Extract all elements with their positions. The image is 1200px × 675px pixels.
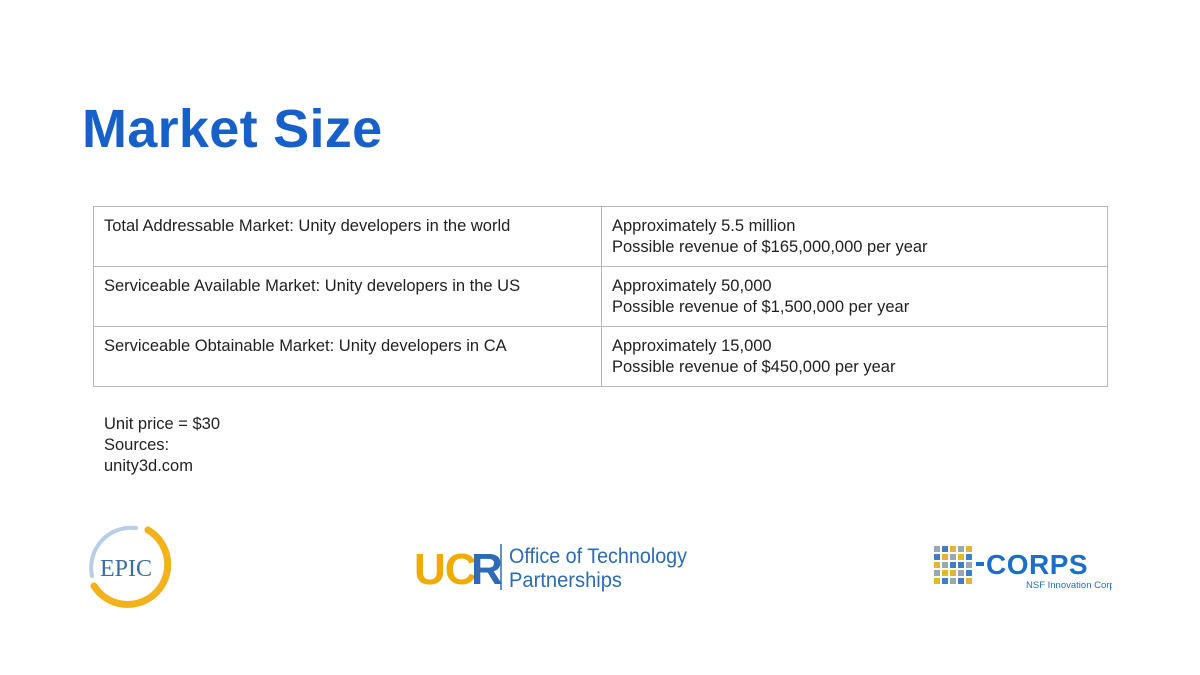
value-cell: Approximately 15,000 Possible revenue of…	[601, 326, 1108, 387]
table-row: Total Addressable Market: Unity develope…	[93, 206, 1108, 267]
market-cell: Serviceable Obtainable Market: Unity dev…	[93, 326, 602, 387]
revenue-text: Possible revenue of $1,500,000 per year	[612, 298, 910, 316]
market-cell: Serviceable Available Market: Unity deve…	[93, 266, 602, 327]
notes: Unit price = $30 Sources: unity3d.com	[104, 414, 220, 477]
source-text: unity3d.com	[104, 457, 193, 475]
icorps-grid-cell	[942, 578, 948, 584]
epic-logo-text: EPIC	[100, 556, 152, 582]
ucr-otp-logo: UC R Office of Technology Partnerships	[414, 544, 687, 594]
icorps-grid-cell	[934, 546, 940, 552]
sources-label: Sources:	[104, 436, 170, 454]
icorps-grid-icon	[934, 546, 972, 584]
count-text: Approximately 50,000	[612, 277, 772, 295]
icorps-grid-cell	[958, 554, 964, 560]
count-text: Approximately 5.5 million	[612, 217, 796, 235]
market-cell: Total Addressable Market: Unity develope…	[93, 206, 602, 267]
icorps-logo: CORPS NSF Innovation Corps	[934, 546, 1112, 591]
svg-text:UC: UC	[414, 545, 476, 594]
icorps-grid-cell	[966, 562, 972, 568]
icorps-grid-cell	[934, 554, 940, 560]
unit-price-text: Unit price = $30	[104, 415, 221, 433]
icorps-grid-cell	[950, 570, 956, 576]
icorps-grid-cell	[942, 546, 948, 552]
count-text: Approximately 15,000	[612, 337, 772, 355]
ucr-logo-line1: Office of Technology	[509, 545, 687, 568]
icorps-grid-cell	[942, 570, 948, 576]
table-row: Serviceable Available Market: Unity deve…	[93, 266, 1108, 327]
icorps-grid-cell	[966, 570, 972, 576]
value-cell: Approximately 5.5 million Possible reven…	[601, 206, 1108, 267]
slide-title: Market Size	[82, 99, 383, 159]
icorps-grid-cell	[966, 546, 972, 552]
revenue-text: Possible revenue of $165,000,000 per yea…	[612, 238, 928, 256]
icorps-grid-cell	[966, 554, 972, 560]
icorps-grid-cell	[934, 570, 940, 576]
icorps-grid-cell	[934, 562, 940, 568]
market-size-table: Total Addressable Market: Unity develope…	[93, 206, 1108, 387]
icorps-grid-cell	[958, 546, 964, 552]
table-row: Serviceable Obtainable Market: Unity dev…	[93, 326, 1108, 387]
icorps-grid-cell	[950, 578, 956, 584]
epic-logo: EPIC	[89, 525, 172, 608]
icorps-logo-text: CORPS	[986, 549, 1088, 580]
icorps-grid-cell	[958, 562, 964, 568]
icorps-grid-cell	[942, 554, 948, 560]
svg-text:R: R	[471, 545, 503, 594]
icorps-logo-subtitle: NSF Innovation Corps	[1026, 580, 1112, 591]
ucr-logo-line2: Partnerships	[509, 569, 622, 592]
icorps-grid-cell	[958, 570, 964, 576]
icorps-grid-cell	[950, 546, 956, 552]
icorps-grid-cell	[950, 554, 956, 560]
icorps-grid-cell	[966, 578, 972, 584]
icorps-grid-cell	[958, 578, 964, 584]
value-cell: Approximately 50,000 Possible revenue of…	[601, 266, 1108, 327]
icorps-grid-cell	[950, 562, 956, 568]
icorps-grid-cell	[934, 578, 940, 584]
icorps-grid-cell	[942, 562, 948, 568]
revenue-text: Possible revenue of $450,000 per year	[612, 358, 896, 376]
